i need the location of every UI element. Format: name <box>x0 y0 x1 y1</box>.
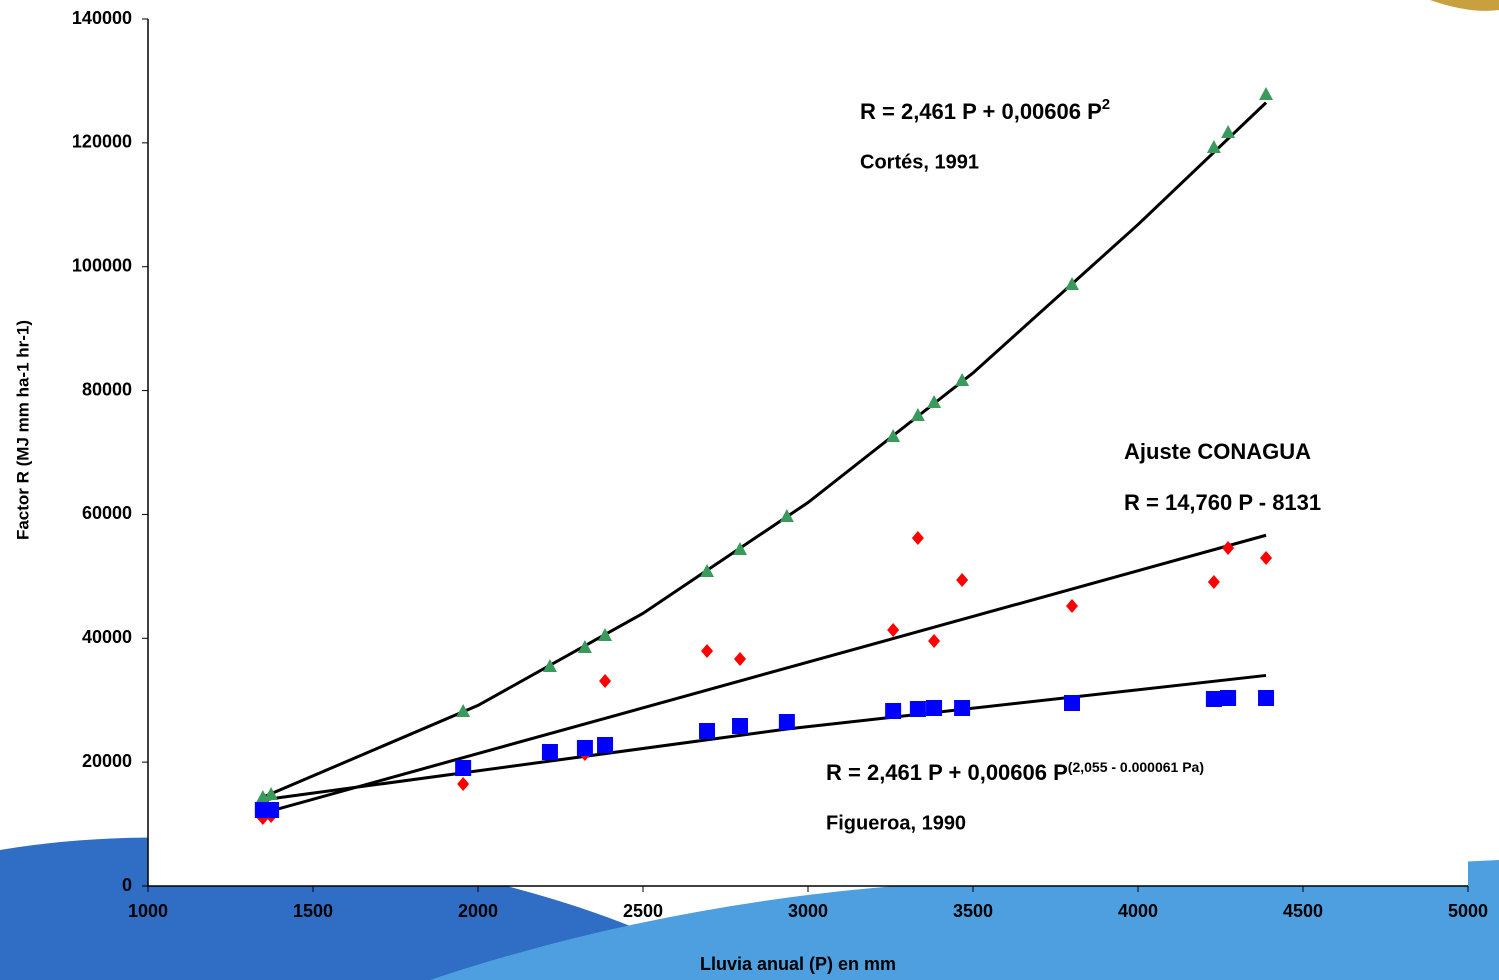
annotation-sup: (2,055 - 0.000061 Pa) <box>1068 759 1204 775</box>
square-point <box>699 723 716 740</box>
x-tick-label: 4000 <box>1118 901 1158 921</box>
triangle-point <box>1206 140 1221 154</box>
annotation-sup: 2 <box>1102 96 1110 113</box>
annotation: R = 2,461 P + 0,00606 P2 <box>860 96 1110 124</box>
diamond-point <box>734 652 747 667</box>
diamond-point <box>457 777 470 792</box>
y-tick-label: 60000 <box>82 503 132 523</box>
square-point <box>1258 690 1275 707</box>
y-tick-label: 40000 <box>82 627 132 647</box>
square-point <box>263 802 280 819</box>
x-axis-label: Lluvia anual (P) en mm <box>700 954 896 974</box>
square-point <box>1205 691 1222 708</box>
annotation: R = 2,461 P + 0,00606 P(2,055 - 0.000061… <box>826 759 1204 785</box>
y-tick-label: 80000 <box>82 379 132 399</box>
triangle-point <box>779 509 794 523</box>
square-point <box>576 740 593 757</box>
y-tick-label: 140000 <box>72 8 132 28</box>
annotation: R = 14,760 P - 8131 <box>1124 490 1321 515</box>
y-axis-label: Factor R (MJ mm ha-1 hr-1) <box>13 320 32 540</box>
annotation: Cortés, 1991 <box>860 151 979 173</box>
triangle-point <box>700 564 715 578</box>
annotation: Figueroa, 1990 <box>826 812 966 834</box>
diamond-point <box>1222 541 1235 556</box>
annotation-text: R = 2,461 P + 0,00606 P <box>826 760 1068 785</box>
square-point <box>1220 690 1237 707</box>
triangle-point <box>1259 87 1274 101</box>
triangle-point <box>733 542 748 556</box>
corner-decoration <box>1430 0 1499 11</box>
x-tick-label: 1000 <box>128 901 168 921</box>
x-tick-label: 3000 <box>788 901 828 921</box>
square-point <box>909 701 926 718</box>
fit-line <box>262 533 1267 815</box>
diamond-point <box>887 623 900 638</box>
triangle-point <box>1065 277 1079 291</box>
diamond-point <box>1260 551 1273 566</box>
square-point <box>885 703 902 720</box>
triangle-point <box>955 373 970 387</box>
x-tick-label: 1500 <box>293 901 333 921</box>
annotation: Ajuste CONAGUA <box>1124 439 1311 464</box>
triangle-point <box>264 787 279 801</box>
annotation-text: R = 2,461 P + 0,00606 P <box>860 99 1102 124</box>
diamond-point <box>599 674 612 689</box>
triangle-point <box>598 628 613 642</box>
diamond-point <box>911 531 924 546</box>
x-tick-label: 2500 <box>623 901 663 921</box>
square-point <box>1064 695 1080 712</box>
diamond-point <box>1207 575 1220 590</box>
y-tick-label: 100000 <box>72 255 132 275</box>
square-point <box>778 714 795 731</box>
triangle-point <box>910 408 925 422</box>
fit-line <box>262 101 1268 799</box>
diamond-point <box>701 644 714 659</box>
square-point <box>732 718 749 735</box>
triangle-point <box>456 704 471 718</box>
triangle-point <box>542 659 557 673</box>
square-point <box>954 700 971 717</box>
x-tick-label: 5000 <box>1448 901 1488 921</box>
wave-light <box>430 860 1499 980</box>
triangle-point <box>1221 125 1236 139</box>
square-point <box>455 760 472 777</box>
y-tick-label: 0 <box>122 875 132 895</box>
triangle-point <box>886 429 901 443</box>
diamond-point <box>928 634 941 649</box>
y-tick-label: 20000 <box>82 751 132 771</box>
square-point <box>541 744 558 761</box>
x-tick-label: 4500 <box>1283 901 1323 921</box>
x-tick-label: 3500 <box>953 901 993 921</box>
diamond-point <box>1066 599 1078 614</box>
x-tick-label: 2000 <box>458 901 498 921</box>
diamond-point <box>956 573 969 588</box>
triangle-point <box>927 395 942 409</box>
triangle-point <box>577 640 592 654</box>
y-tick-label: 120000 <box>72 132 132 152</box>
plot-area <box>148 19 1468 886</box>
square-point <box>597 737 614 754</box>
square-point <box>926 700 943 717</box>
